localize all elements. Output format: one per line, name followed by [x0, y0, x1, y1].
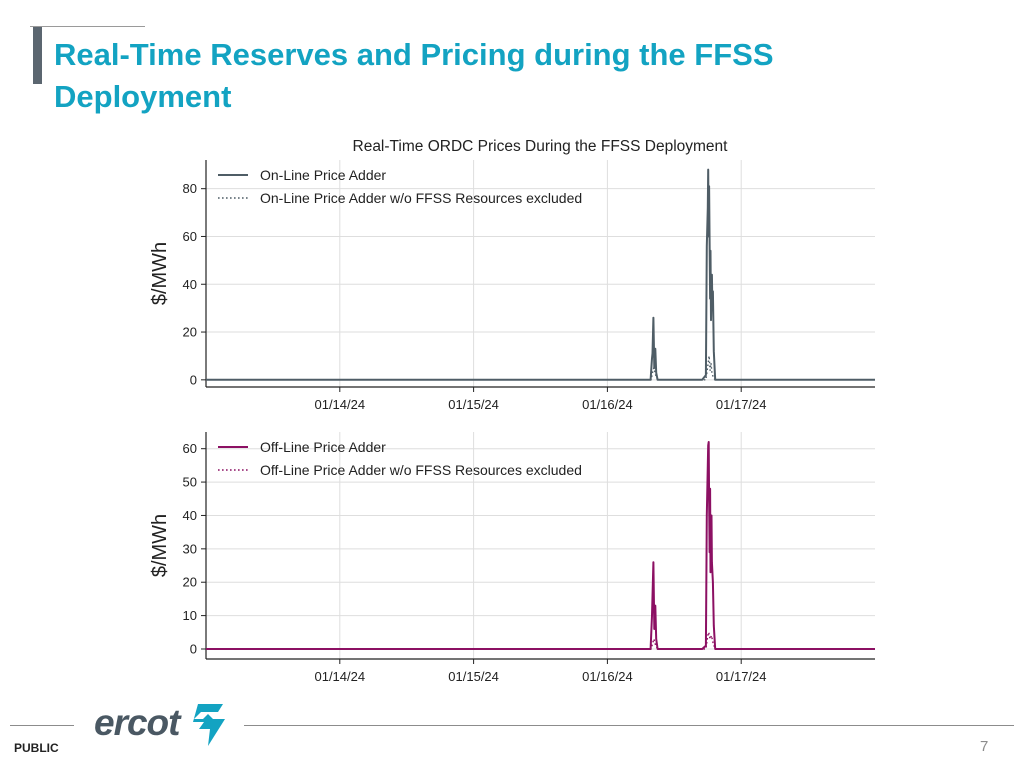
- online-legend-label: On-Line Price Adder w/o FFSS Resources e…: [260, 190, 582, 206]
- slide-title-line-2: Deployment: [54, 79, 232, 114]
- ercot-logo-text: ercot: [94, 702, 182, 743]
- offline-legend-label: Off-Line Price Adder w/o FFSS Resources …: [260, 462, 582, 478]
- online-x-tick-label: 01/14/24: [314, 397, 365, 412]
- offline-y-tick-label: 30: [183, 541, 197, 556]
- footer-rule-left: [10, 725, 74, 726]
- offline-y-tick-label: 10: [183, 608, 197, 623]
- online-series-line-adder: [206, 168, 875, 381]
- ordc-price-charts: Real-Time ORDC Prices During the FFSS De…: [149, 138, 875, 684]
- online-y-axis-label: $/MWh: [149, 242, 171, 305]
- slide-title-line-1: Real-Time Reserves and Pricing during th…: [54, 37, 774, 72]
- online-y-tick-label: 60: [183, 229, 197, 244]
- offline-y-tick-label: 50: [183, 475, 197, 490]
- ercot-bolt-icon: [193, 704, 225, 746]
- online-x-tick-label: 01/16/24: [582, 397, 633, 412]
- ercot-logo: ercot: [94, 702, 225, 746]
- slide-title: Real-Time Reserves and Pricing during th…: [54, 34, 954, 118]
- offline-y-tick-label: 60: [183, 441, 197, 456]
- header-top-rule: [30, 26, 145, 27]
- footer-rule-right: [244, 725, 1014, 726]
- classification-label: PUBLIC: [14, 741, 59, 755]
- offline-y-tick-label: 0: [190, 641, 197, 656]
- offline-price-adder-panel: 01/14/24 01/15/24 01/16/24 01/17/24 0 10 20 30 4…: [149, 432, 875, 684]
- title-accent-bar: [33, 27, 42, 84]
- page-number: 7: [980, 738, 989, 755]
- offline-x-tick-label: 01/16/24: [582, 669, 633, 684]
- offline-x-tick-label: 01/14/24: [314, 669, 365, 684]
- chart-title: Real-Time ORDC Prices During the FFSS De…: [353, 138, 729, 155]
- online-x-tick-label: 01/17/24: [716, 397, 767, 412]
- online-y-tick-label: 80: [183, 181, 197, 196]
- online-x-tick-label: 01/15/24: [448, 397, 499, 412]
- offline-y-tick-label: 40: [183, 508, 197, 523]
- offline-series-line-excluding-ffss: [206, 631, 875, 650]
- offline-x-tick-label: 01/15/24: [448, 669, 499, 684]
- online-y-tick-label: 20: [183, 325, 197, 340]
- online-y-tick-label: 0: [190, 372, 197, 387]
- offline-legend-label: Off-Line Price Adder: [260, 439, 386, 455]
- online-y-tick-label: 40: [183, 277, 197, 292]
- online-legend-label: On-Line Price Adder: [260, 167, 386, 183]
- online-price-adder-panel: 01/14/24 01/15/24 01/16/24 01/17/24 0 20 40 60 8…: [149, 160, 875, 412]
- offline-series-line-adder: [206, 441, 875, 650]
- offline-y-axis-label: $/MWh: [149, 514, 171, 577]
- offline-x-tick-label: 01/17/24: [716, 669, 767, 684]
- offline-y-tick-label: 20: [183, 575, 197, 590]
- online-series-line-excluding-ffss: [206, 355, 875, 381]
